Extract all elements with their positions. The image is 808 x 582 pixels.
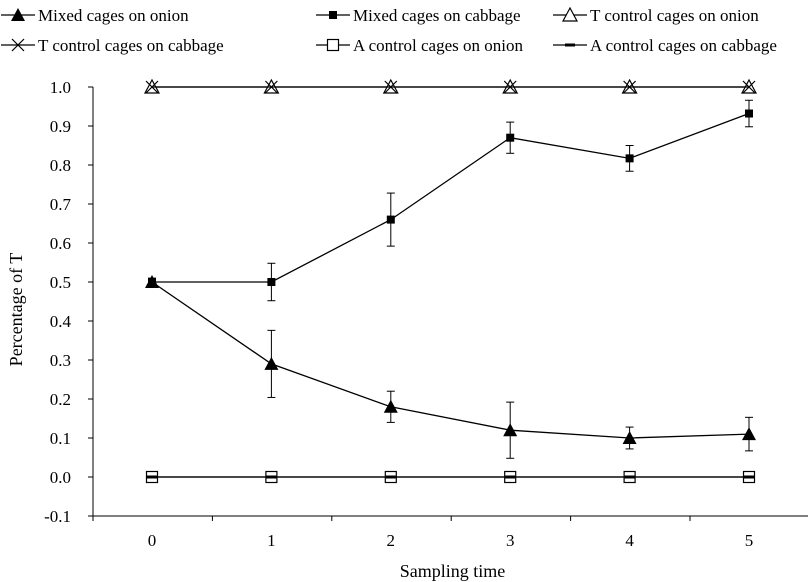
y-tick-label: 1.0 bbox=[50, 78, 71, 97]
series-layer bbox=[143, 78, 758, 484]
data-point bbox=[267, 278, 276, 286]
legend-label: T control cages on cabbage bbox=[38, 36, 224, 55]
x-axis-title: Sampling time bbox=[400, 561, 506, 581]
data-point bbox=[264, 356, 279, 370]
data-point bbox=[503, 423, 518, 437]
legend-item-6: A control cages on cabbage bbox=[553, 36, 777, 55]
series-4 bbox=[145, 80, 756, 94]
y-tick-label: 0.3 bbox=[50, 351, 71, 370]
x-tick-label: 3 bbox=[506, 531, 515, 550]
series-line bbox=[152, 112, 750, 283]
y-tick-label: 0.9 bbox=[50, 117, 71, 136]
legend-label: Mixed cages on onion bbox=[38, 6, 189, 25]
y-tick-label: 0.8 bbox=[50, 156, 71, 175]
data-point bbox=[503, 80, 517, 94]
legend-item-2: Mixed cages on cabbage bbox=[316, 6, 521, 25]
data-point bbox=[145, 80, 159, 94]
data-point bbox=[264, 80, 278, 94]
axes: -0.1 0.0 0.1 0.2 0.3 0.4 0.5 0.6 0.7 0.8 0.9 1.0 0 1 2… bbox=[44, 78, 808, 550]
legend-label: Mixed cages on cabbage bbox=[353, 6, 521, 25]
data-point bbox=[623, 80, 637, 94]
legend-label: A control cages on onion bbox=[353, 36, 523, 55]
data-point bbox=[384, 80, 398, 94]
legend: Mixed cages on onion Mixed cages on cabba… bbox=[1, 6, 777, 55]
legend-marker bbox=[326, 38, 340, 52]
data-point bbox=[742, 80, 756, 94]
y-tick-label: 0.6 bbox=[50, 234, 71, 253]
data-point bbox=[386, 215, 395, 224]
legend-item-3: T control cages on onion bbox=[553, 6, 759, 25]
data-point bbox=[625, 154, 634, 163]
legend-label: T control cages on onion bbox=[590, 6, 759, 25]
y-axis-title: Percentage of T bbox=[6, 253, 26, 367]
y-tick-label: 0.0 bbox=[50, 468, 71, 487]
legend-marker bbox=[11, 38, 25, 52]
data-point bbox=[148, 278, 156, 286]
data-point bbox=[622, 431, 637, 444]
legend-label: A control cages on cabbage bbox=[590, 36, 777, 55]
series-1 bbox=[145, 275, 756, 459]
legend-marker bbox=[561, 6, 579, 22]
legend-marker bbox=[329, 11, 337, 19]
data-point bbox=[742, 427, 756, 441]
legend-item-4: T control cages on cabbage bbox=[1, 36, 224, 55]
y-tick-label: 0.5 bbox=[50, 273, 71, 292]
series-line bbox=[151, 281, 750, 439]
y-tick-label: 0.2 bbox=[50, 390, 71, 409]
y-tick-label: -0.1 bbox=[44, 507, 71, 526]
data-point bbox=[506, 133, 515, 142]
series-2 bbox=[148, 99, 753, 302]
x-tick-label: 2 bbox=[387, 531, 396, 550]
data-point bbox=[383, 399, 398, 413]
y-tick-label: 0.1 bbox=[50, 429, 71, 448]
x-tick-label: 0 bbox=[148, 531, 157, 550]
legend-marker bbox=[11, 8, 25, 21]
y-tick-label: 0.7 bbox=[50, 195, 72, 214]
x-tick-label: 4 bbox=[625, 531, 634, 550]
x-tick-label: 5 bbox=[745, 531, 754, 550]
legend-item-1: Mixed cages on onion bbox=[1, 6, 189, 25]
x-tick-label: 1 bbox=[267, 531, 276, 550]
data-point bbox=[745, 109, 753, 118]
y-tick-label: 0.4 bbox=[50, 312, 72, 331]
legend-item-5: A control cages on onion bbox=[316, 36, 523, 55]
